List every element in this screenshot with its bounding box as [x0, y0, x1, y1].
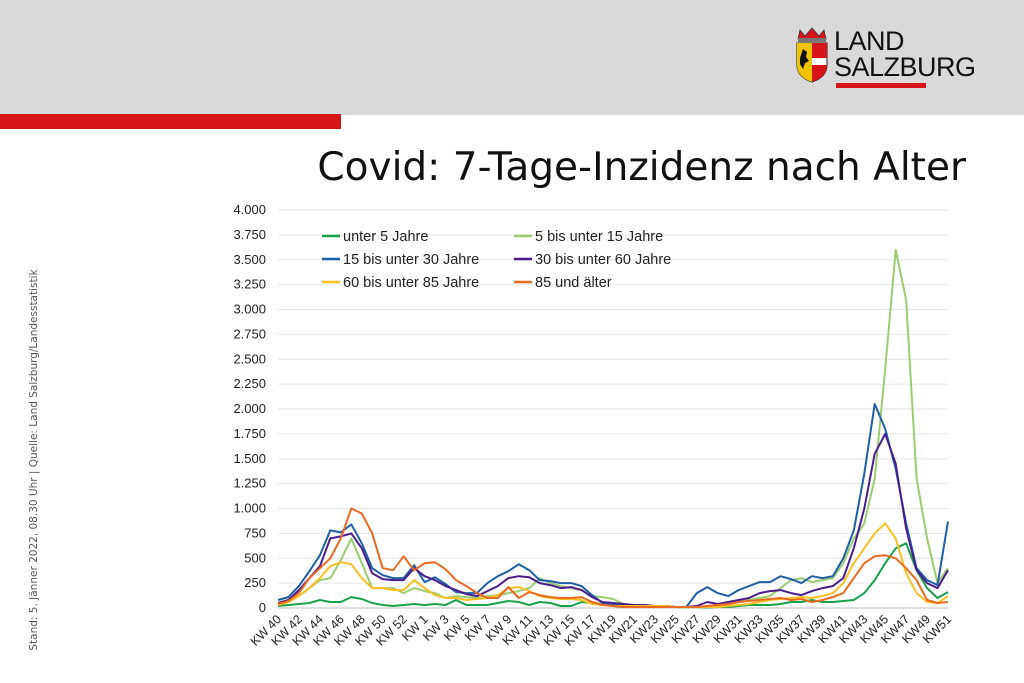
- legend-label: 60 bis unter 85 Jahre: [343, 275, 479, 291]
- y-tick-label: 500: [244, 550, 266, 565]
- y-tick-label: 1.250: [233, 476, 266, 491]
- y-tick-label: 3.750: [233, 227, 266, 242]
- logo-wordmark: LAND SALZBURG: [834, 26, 976, 82]
- legend-label: 15 bis unter 30 Jahre: [343, 252, 479, 268]
- y-tick-label: 3.500: [233, 252, 266, 267]
- chart-series: [277, 248, 949, 609]
- brand-stripe: [0, 114, 341, 129]
- y-tick-label: 750: [244, 525, 266, 540]
- chart-grid: [278, 209, 948, 609]
- y-tick-label: 1.000: [233, 501, 266, 516]
- series-line: [277, 432, 949, 608]
- y-tick-label: 2.750: [233, 326, 266, 341]
- y-tick-label: 4.000: [233, 202, 266, 217]
- y-axis: 0 250 500 750 1.000 1.250 1.500 1.750 2.000 2.250…: [233, 202, 266, 615]
- land-salzburg-logo[interactable]: LAND SALZBURG: [794, 25, 979, 91]
- legend-label: 5 bis unter 15 Jahre: [535, 229, 663, 245]
- logo-underline: [836, 83, 926, 88]
- y-tick-label: 2.000: [233, 401, 266, 416]
- y-tick-label: 1.500: [233, 451, 266, 466]
- y-tick-label: 0: [259, 600, 266, 615]
- y-tick-label: 2.250: [233, 376, 266, 391]
- series-line: [277, 248, 949, 609]
- y-tick-label: 3.250: [233, 277, 266, 292]
- y-tick-label: 2.500: [233, 351, 266, 366]
- chart-legend: unter 5 Jahre 5 bis unter 15 Jahre 15 bis …: [322, 229, 671, 291]
- legend-label: 85 und älter: [535, 275, 612, 291]
- y-tick-label: 1.750: [233, 426, 266, 441]
- legend-label: 30 bis unter 60 Jahre: [535, 252, 671, 268]
- legend-label: unter 5 Jahre: [343, 229, 428, 245]
- coat-of-arms-icon: [796, 27, 828, 83]
- logo-line-land: LAND: [834, 26, 905, 56]
- header-bar: [0, 0, 1024, 115]
- y-tick-label: 3.000: [233, 302, 266, 317]
- logo-line-salzburg: SALZBURG: [834, 52, 976, 82]
- series-line: [277, 507, 949, 608]
- slide-title: Covid: 7-Tage-Inzidenz nach Alter: [317, 145, 966, 190]
- y-tick-label: 250: [244, 575, 266, 590]
